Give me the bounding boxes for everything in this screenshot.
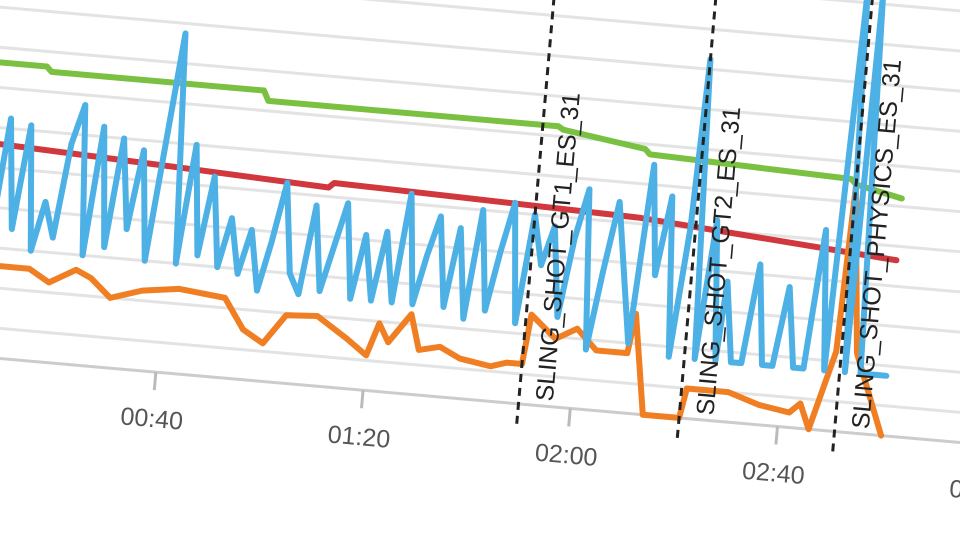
x-tick	[152, 372, 158, 391]
gridline	[0, 0, 960, 67]
gridline	[0, 38, 960, 147]
gridline	[0, 0, 960, 107]
x-tick-label: 02:40	[741, 457, 806, 490]
event-marker-line	[515, 0, 566, 424]
event-marker-line	[831, 0, 882, 452]
gridline	[0, 317, 960, 426]
x-tick	[567, 408, 572, 427]
x-axis-ticks: 00:40 01:20 02:00 02:40 03:20	[119, 372, 960, 508]
x-tick-label: 02:00	[534, 439, 599, 472]
gridline	[0, 118, 960, 226]
series-line-0	[0, 57, 905, 202]
x-tick	[360, 390, 365, 409]
x-tick-label: 03:20	[948, 475, 960, 508]
gridline	[0, 237, 960, 346]
gridline	[0, 0, 960, 27]
x-tick-label: 00:40	[119, 402, 184, 435]
gridline	[0, 78, 960, 187]
x-tick	[774, 426, 779, 445]
x-tick-label: 01:20	[327, 420, 392, 453]
event-marker-line	[675, 0, 726, 438]
series-line-3	[0, 0, 890, 379]
gridline	[0, 277, 960, 386]
series-lines	[0, 0, 905, 439]
x-axis-line	[0, 347, 960, 456]
series-line-2	[0, 184, 885, 439]
